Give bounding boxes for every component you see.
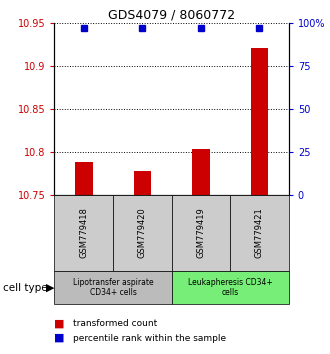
Bar — [251, 48, 268, 195]
Text: percentile rank within the sample: percentile rank within the sample — [73, 333, 226, 343]
Text: transformed count: transformed count — [73, 319, 157, 329]
Text: ■: ■ — [54, 319, 65, 329]
Text: GSM779420: GSM779420 — [138, 207, 147, 258]
Text: ▶: ▶ — [46, 282, 55, 293]
Text: GSM779418: GSM779418 — [79, 207, 88, 258]
Bar — [75, 162, 92, 195]
Text: GSM779421: GSM779421 — [255, 207, 264, 258]
Bar — [134, 171, 151, 195]
Text: ■: ■ — [54, 333, 65, 343]
Text: Lipotransfer aspirate
CD34+ cells: Lipotransfer aspirate CD34+ cells — [73, 278, 153, 297]
Bar — [192, 149, 210, 195]
Text: Leukapheresis CD34+
cells: Leukapheresis CD34+ cells — [188, 278, 273, 297]
Text: GSM779419: GSM779419 — [196, 207, 205, 258]
Text: cell type: cell type — [3, 282, 48, 293]
Title: GDS4079 / 8060772: GDS4079 / 8060772 — [108, 9, 235, 22]
